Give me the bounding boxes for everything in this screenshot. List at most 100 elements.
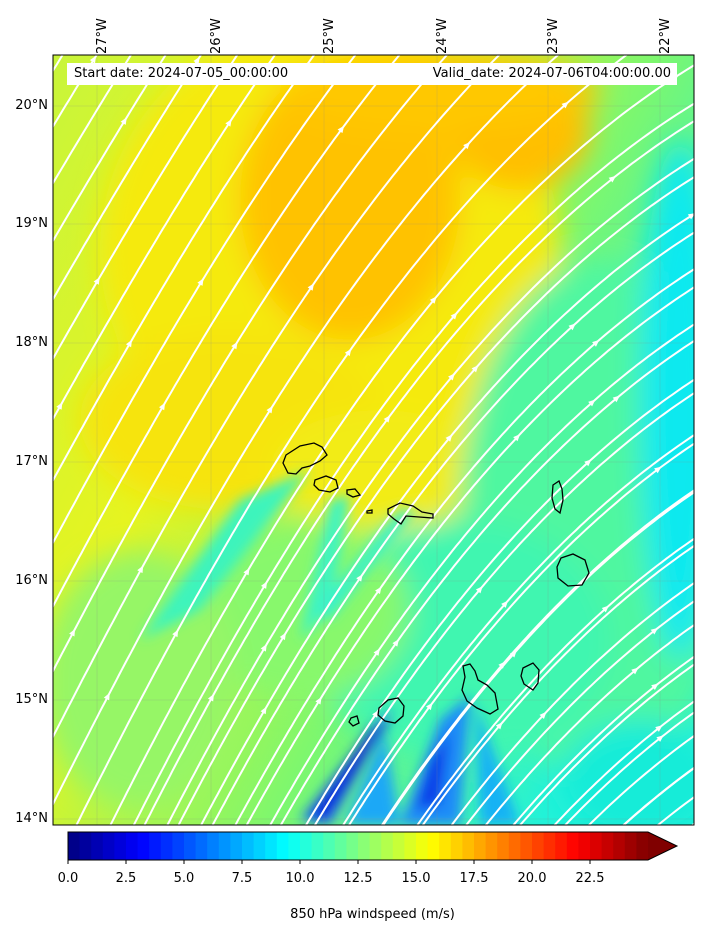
colorbar-segment bbox=[369, 832, 382, 860]
colorbar-segment bbox=[532, 832, 545, 860]
colorbar-segment bbox=[323, 832, 336, 860]
colorbar-segment bbox=[300, 832, 313, 860]
colorbar-segment bbox=[334, 832, 347, 860]
streamline bbox=[53, 55, 203, 302]
lat-label-14n: 14°N bbox=[15, 811, 48, 826]
colorbar-segment bbox=[520, 832, 533, 860]
lat-label-19n: 19°N bbox=[15, 216, 48, 231]
streamline-arrow bbox=[650, 627, 659, 635]
streamline-arrow bbox=[373, 648, 380, 656]
streamline bbox=[656, 795, 694, 825]
colorbar-tick-label: 17.5 bbox=[459, 871, 489, 886]
island-fogo bbox=[377, 697, 405, 724]
lat-label-17n: 17°N bbox=[15, 454, 48, 469]
colorbar-segment bbox=[474, 832, 487, 860]
colorbar-segment bbox=[172, 832, 185, 860]
streamline-arrow bbox=[539, 711, 547, 719]
streamline-arrow bbox=[279, 632, 286, 641]
colorbar-segment bbox=[497, 832, 510, 860]
colorbar-segment bbox=[427, 832, 440, 860]
streamline bbox=[622, 766, 694, 825]
streamline bbox=[450, 581, 694, 825]
streamline-arrow bbox=[655, 725, 663, 732]
streamline-arrow bbox=[56, 402, 63, 410]
streamline bbox=[313, 391, 694, 825]
streamline-arrow bbox=[471, 365, 479, 373]
streamline-arrow bbox=[612, 395, 620, 403]
streamline bbox=[342, 433, 694, 825]
streamline-arrow bbox=[584, 459, 592, 467]
colorbar-segment bbox=[149, 832, 162, 860]
streamline bbox=[53, 55, 167, 243]
streamline bbox=[143, 120, 694, 825]
streamline-arrow bbox=[429, 296, 437, 304]
streamline bbox=[421, 544, 694, 825]
streamline-arrow bbox=[243, 567, 250, 576]
streamline bbox=[279, 339, 694, 825]
island-santiago bbox=[461, 663, 499, 715]
colorbar-label: 850 hPa windspeed (m/s) bbox=[290, 907, 455, 922]
island-sao-nicolau bbox=[387, 502, 434, 525]
lat-label-18n: 18°N bbox=[15, 335, 48, 350]
island-maio bbox=[520, 662, 540, 691]
streamline-arrow bbox=[656, 735, 664, 742]
lat-label-20n: 20°N bbox=[15, 98, 48, 113]
colorbar-segment bbox=[566, 832, 579, 860]
streamline-arrow bbox=[651, 683, 659, 691]
island-sal bbox=[551, 480, 564, 515]
colorbar bbox=[67, 831, 679, 864]
colorbar-segment bbox=[590, 832, 603, 860]
streamline-arrow bbox=[159, 402, 166, 411]
streamline bbox=[587, 734, 694, 825]
streamline-arrow bbox=[125, 339, 132, 348]
colorbar-segment bbox=[288, 832, 301, 860]
colorbar-tick-label: 22.5 bbox=[575, 871, 605, 886]
streamline-arrow bbox=[375, 586, 382, 595]
colorbar-tick-label: 12.5 bbox=[343, 871, 373, 886]
colorbar-segment bbox=[578, 832, 591, 860]
streamline bbox=[132, 102, 694, 825]
streamline bbox=[380, 489, 694, 825]
map-frame bbox=[52, 54, 695, 826]
streamline-arrow bbox=[588, 399, 596, 407]
streamline-arrow bbox=[450, 312, 458, 320]
colorbar-segment bbox=[358, 832, 371, 860]
colorbar-segment bbox=[137, 832, 150, 860]
streamline bbox=[75, 55, 629, 825]
coastlines bbox=[282, 442, 590, 727]
colorbar-segment bbox=[555, 832, 568, 860]
island-sao-vicente bbox=[313, 475, 339, 493]
colorbar-segment bbox=[601, 832, 614, 860]
colorbar-segment bbox=[79, 832, 92, 860]
streamline-arrow bbox=[654, 466, 662, 474]
streamline-arrow bbox=[445, 434, 453, 442]
colorbar-tick-label: 15.0 bbox=[401, 871, 431, 886]
streamline-arrow bbox=[231, 341, 238, 350]
streamline bbox=[211, 231, 694, 825]
streamline-arrow bbox=[608, 175, 617, 183]
streamline-arrow bbox=[601, 605, 609, 613]
colorbar-segment bbox=[218, 832, 231, 860]
colorbar-segment bbox=[636, 832, 649, 860]
start-date-label: Start date: 2024-07-05_00:00:00 bbox=[74, 66, 289, 81]
streamline-arrow bbox=[495, 722, 503, 730]
streamline bbox=[53, 55, 501, 739]
island-boa-vista bbox=[556, 553, 590, 587]
colorbar-segment bbox=[462, 832, 475, 860]
streamline bbox=[465, 600, 694, 825]
colorbar-tick-label: 5.0 bbox=[173, 871, 195, 886]
streamline bbox=[166, 157, 694, 825]
streamline-arrow bbox=[501, 600, 509, 608]
colorbar-segment bbox=[195, 832, 208, 860]
streamline-arrow bbox=[266, 405, 273, 414]
streamline-arrow bbox=[260, 581, 268, 589]
streamline-arrow bbox=[337, 125, 345, 134]
colorbar-segment bbox=[276, 832, 289, 860]
streamline-arrow bbox=[356, 574, 363, 582]
streamline-arrow bbox=[392, 639, 399, 647]
streamline bbox=[382, 491, 694, 825]
colorbar-segment bbox=[114, 832, 127, 860]
colorbar-segment bbox=[265, 832, 278, 860]
colorbar-tick-label: 20.0 bbox=[517, 871, 547, 886]
